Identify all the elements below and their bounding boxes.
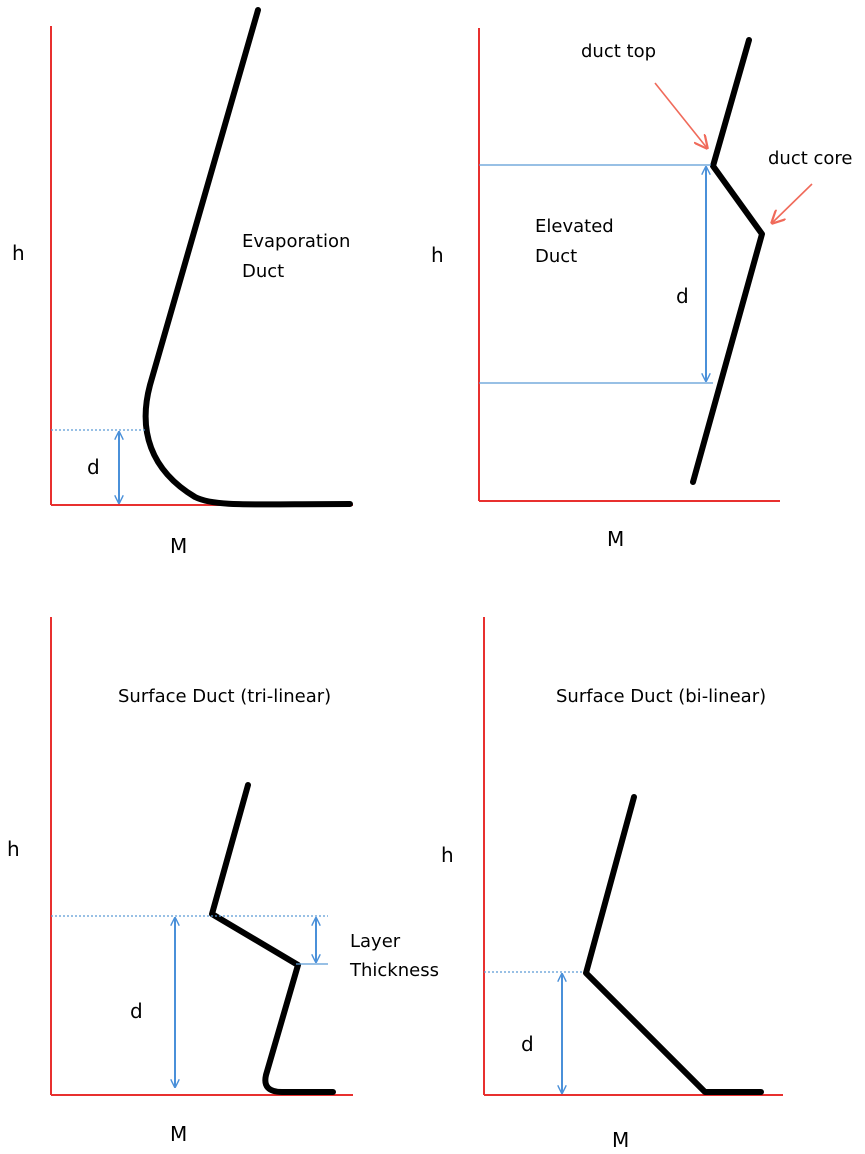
evaporation-d-label: d	[87, 455, 100, 479]
bilinear-d-label: d	[521, 1032, 534, 1056]
elevated-h-label: h	[431, 243, 444, 267]
trilinear-title: Surface Duct (tri-linear)	[118, 686, 331, 707]
panel-elevated-duct: h M Elevated Duct d duct top duct core	[431, 28, 853, 551]
trilinear-profile-line	[209, 782, 336, 1095]
panel-surface-duct-bilinear: h M Surface Duct (bi-linear) d	[441, 617, 783, 1152]
evaporation-m-label: M	[170, 534, 187, 558]
elevated-d-label: d	[676, 284, 689, 308]
duct-core-label: duct core	[768, 148, 853, 169]
trilinear-m-label: M	[170, 1122, 187, 1146]
elevated-title-line2: Duct	[535, 246, 577, 267]
bilinear-title: Surface Duct (bi-linear)	[556, 686, 766, 707]
panel-surface-duct-trilinear: h M Surface Duct (tri-linear) d Layer Th…	[7, 617, 439, 1146]
duct-top-pointer-arrow	[654, 82, 707, 148]
layer-thickness-label-line2: Thickness	[349, 960, 439, 981]
duct-core-pointer-arrow	[772, 183, 813, 223]
bilinear-m-label: M	[612, 1128, 629, 1152]
evaporation-profile-curve	[142, 7, 353, 508]
bilinear-profile-line	[583, 794, 764, 1095]
elevated-m-label: M	[607, 527, 624, 551]
elevated-profile-line	[690, 37, 765, 485]
duct-top-label: duct top	[581, 41, 656, 62]
trilinear-h-label: h	[7, 837, 20, 861]
trilinear-d-label: d	[130, 999, 143, 1023]
evaporation-h-label: h	[12, 241, 25, 265]
evaporation-title-line1: Evaporation	[242, 231, 350, 252]
evaporation-title-line2: Duct	[242, 261, 284, 282]
elevated-title-line1: Elevated	[535, 216, 614, 237]
layer-thickness-label-line1: Layer	[350, 931, 401, 952]
bilinear-h-label: h	[441, 843, 454, 867]
panel-evaporation-duct: h M Evaporation Duct d	[12, 7, 353, 558]
